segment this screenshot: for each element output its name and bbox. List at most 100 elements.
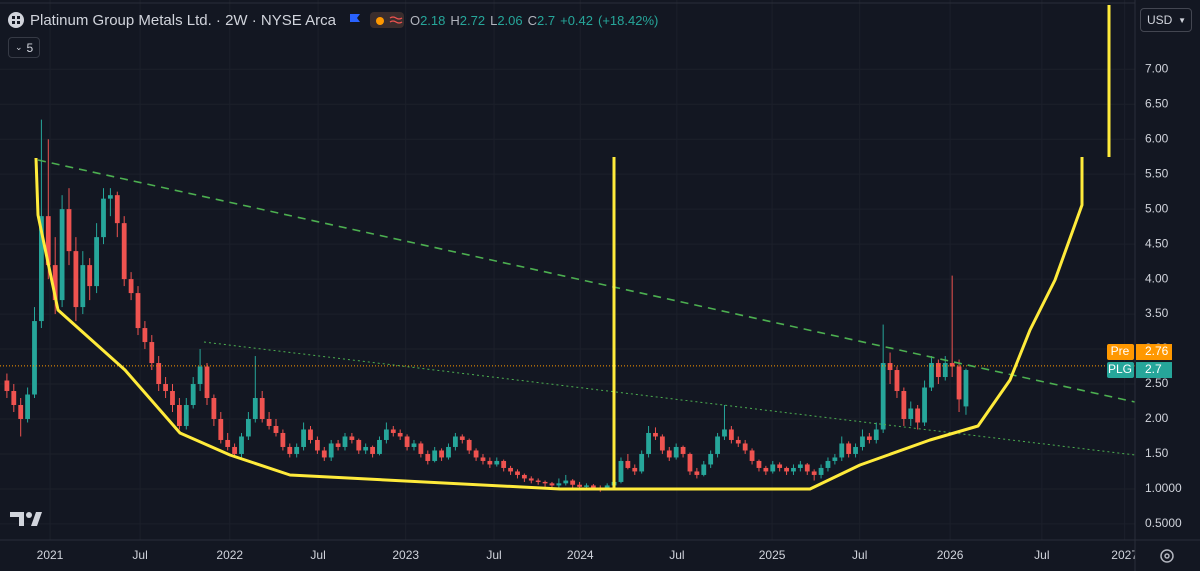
x-tick-label: Jul [852, 548, 867, 562]
y-tick-label: 1.0000 [1145, 481, 1182, 495]
grid [0, 0, 1135, 540]
candle-body [11, 391, 17, 405]
candle-body [225, 439, 231, 447]
candle-body [942, 363, 948, 378]
candle-body [239, 436, 244, 454]
y-tick-label: 5.00 [1145, 201, 1169, 215]
candle-body [135, 293, 141, 329]
candle-body [480, 457, 486, 461]
x-tick-label: 2024 [567, 548, 594, 562]
candle-body [446, 446, 451, 458]
candle-body [73, 251, 79, 308]
candle-body [908, 408, 914, 419]
last-price-label-box [1136, 362, 1172, 379]
candle-body [825, 460, 831, 468]
candle-body [742, 443, 748, 451]
candle-body [370, 446, 375, 454]
candle-body [756, 460, 762, 468]
ohlc-value: 2.06 [497, 12, 523, 28]
y-tick-label: 1.50 [1145, 446, 1169, 460]
candle-body [197, 366, 203, 385]
settings-icon[interactable] [1160, 549, 1174, 563]
candle-body [846, 443, 852, 454]
candle-body [521, 474, 527, 479]
candle-body [894, 370, 900, 392]
candle-body [501, 460, 507, 468]
premarket-label: Pre 2.76 [1107, 344, 1172, 361]
candle-body [356, 439, 362, 451]
symbol-title: Platinum Group Metals Ltd. · 2W · NYSE A… [30, 11, 336, 29]
ohlc-label: L [490, 12, 498, 28]
candle-body [494, 460, 500, 465]
candle-body [777, 464, 783, 468]
candle-body [128, 279, 134, 294]
candle-body [666, 450, 672, 458]
candle-body [949, 363, 955, 367]
candle-body [107, 195, 113, 199]
candle-body [749, 450, 755, 461]
candle-body [314, 439, 320, 451]
candle-body [101, 198, 106, 238]
candle-body [432, 450, 438, 461]
ohlc-value: 2.72 [459, 12, 486, 28]
candle-body [176, 405, 182, 426]
candle-body [784, 467, 789, 472]
candle-body [929, 363, 934, 388]
currency: USD [1147, 13, 1173, 27]
candle-body [204, 366, 210, 399]
y-tick-label: 7.00 [1145, 61, 1169, 75]
candle-body [860, 436, 865, 447]
candle-body [694, 471, 700, 475]
candle-body [404, 436, 410, 447]
candle-body [252, 398, 258, 419]
y-tick-label: 5.50 [1145, 166, 1169, 180]
candle-body [473, 450, 479, 458]
indicators-toggle[interactable]: ⌄ 5 [8, 37, 41, 58]
price-axis: 0.50001.00001.502.002.503.003.504.004.50… [1107, 61, 1182, 530]
candle-body [715, 436, 720, 454]
candle-body [687, 453, 693, 472]
ohlc-value: 2.18 [420, 12, 446, 28]
price-axis-panel [1135, 0, 1200, 571]
candle-body [59, 209, 65, 301]
candle-body [722, 429, 727, 437]
candle-body [466, 439, 472, 451]
candle-body [935, 363, 941, 378]
time-axis: 2021 Jul 2022 Jul 2023 Jul 2024 Jul 2025 Jul 2026 J… [37, 548, 1139, 562]
candle-body [425, 453, 431, 461]
candle-body [459, 436, 465, 440]
candle-body [114, 195, 120, 224]
candle-body [673, 446, 679, 458]
candle-body [390, 429, 396, 433]
trend-line [37, 159, 1136, 403]
candle-body [515, 471, 520, 475]
candle-body [259, 398, 265, 419]
candle-body [570, 480, 576, 485]
candle-body [873, 429, 879, 440]
candle-body [18, 405, 24, 419]
x-tick-label: 2025 [759, 548, 786, 562]
ohlc-label: O [409, 12, 421, 28]
candle-body [32, 321, 37, 395]
candle-body [915, 408, 921, 423]
currency-button[interactable]: USD ▼ [1140, 8, 1192, 32]
last-price-label: PLG 2.7 [1107, 362, 1172, 379]
candle-body [853, 446, 858, 454]
candles [0, 119, 1135, 492]
candle-body [646, 432, 651, 454]
candle-body [411, 443, 417, 447]
symbol-icon [8, 12, 24, 28]
candle-body [653, 432, 658, 437]
ohlc-values: O2.18 H2.72 L2.06 C2.7 +0.42 (+18.42%) [410, 13, 663, 28]
candle-body [156, 363, 162, 385]
candle-body [708, 453, 714, 465]
candle-body [170, 391, 175, 405]
trend-line [203, 341, 1136, 456]
candle-body [735, 439, 741, 444]
candle-body [452, 436, 458, 447]
candle-body [535, 480, 541, 482]
candle-body [38, 216, 44, 322]
